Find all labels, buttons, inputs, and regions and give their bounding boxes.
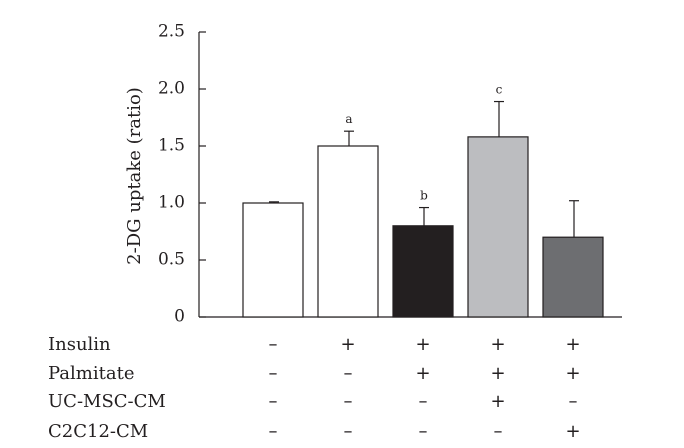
significance-label: c	[496, 83, 503, 97]
y-axis: 0 0.5 1.0 1.5 2.0 2.5	[158, 22, 622, 327]
condition-sign: –	[269, 363, 278, 384]
significance-label: a	[345, 112, 352, 126]
significance-label: b	[420, 189, 428, 203]
condition-label: Palmitate	[48, 363, 134, 384]
condition-sign: –	[344, 421, 353, 442]
condition-sign: +	[415, 363, 430, 384]
bar	[542, 236, 604, 318]
condition-sign: –	[344, 391, 353, 412]
condition-sign: +	[490, 334, 505, 355]
condition-sign: +	[415, 334, 430, 355]
y-axis-title: 2-DG uptake (ratio)	[124, 87, 145, 265]
condition-label: C2C12-CM	[48, 421, 148, 442]
condition-sign: +	[490, 391, 505, 412]
condition-sign: +	[565, 363, 580, 384]
y-tick-label: 2.0	[158, 79, 185, 99]
bar	[317, 145, 379, 318]
condition-sign: +	[565, 334, 580, 355]
y-tick-label: 1.5	[158, 136, 185, 156]
condition-label: Insulin	[48, 334, 111, 355]
condition-sign: –	[269, 391, 278, 412]
y-tick-label: 2.5	[158, 22, 185, 42]
y-tick-label: 0.5	[158, 250, 185, 270]
condition-sign: –	[269, 421, 278, 442]
bar	[392, 225, 454, 318]
bar	[242, 202, 304, 318]
condition-sign: –	[269, 334, 278, 355]
condition-label: UC-MSC-CM	[48, 391, 166, 412]
condition-sign: –	[419, 421, 428, 442]
condition-sign: –	[419, 391, 428, 412]
condition-sign: +	[565, 421, 580, 442]
y-tick-label: 0	[174, 307, 185, 327]
condition-sign: +	[340, 334, 355, 355]
y-tick-label: 1.0	[158, 193, 185, 213]
condition-sign: +	[490, 363, 505, 384]
condition-sign: –	[344, 363, 353, 384]
bars: a b c	[242, 83, 604, 318]
condition-table: Insulin – + + + + Palmitate – – + + + UC-MSC-CM – – – + –…	[48, 334, 581, 442]
bar	[467, 136, 529, 318]
condition-sign: –	[569, 391, 578, 412]
condition-sign: –	[494, 421, 503, 442]
